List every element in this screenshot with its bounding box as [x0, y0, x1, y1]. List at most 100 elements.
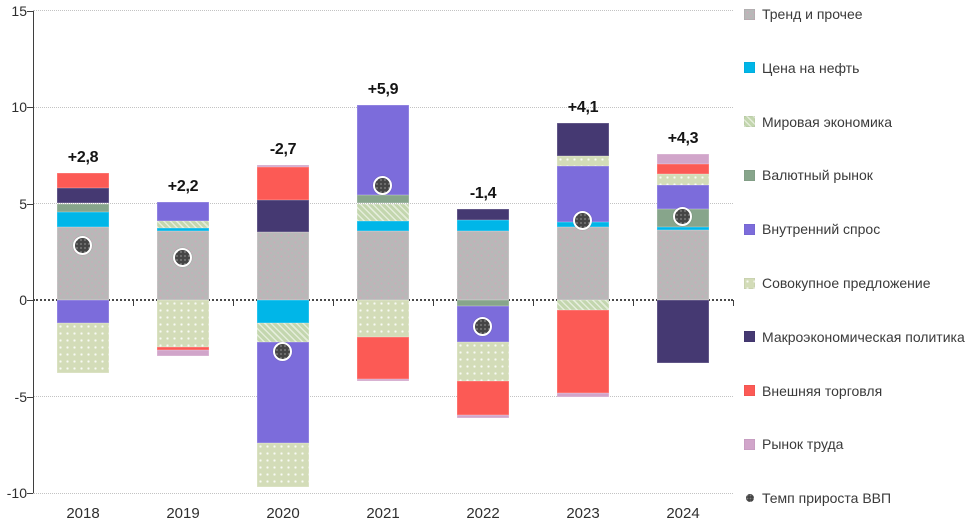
zero-line-category-tick — [533, 300, 534, 306]
bar-segment-trend — [557, 226, 609, 300]
y-axis-tick-mark — [27, 107, 33, 108]
bar-segment-fx — [357, 194, 409, 204]
legend-item-fx: Валютный рынок — [744, 167, 873, 183]
oil-color-swatch — [744, 62, 755, 74]
y-axis-tick-label: 10 — [11, 99, 27, 115]
bar-segment-supply — [457, 342, 509, 382]
bar-segment-demand — [57, 300, 109, 324]
bar-segment-trade — [157, 347, 209, 351]
bar-value-label: -1,4 — [469, 185, 497, 203]
bar-value-label: +4,3 — [667, 130, 699, 148]
bar-segment-oil — [657, 226, 709, 230]
bar-segment-macro — [257, 199, 309, 233]
legend-label: Темп прироста ВВП — [762, 490, 892, 507]
gdp-growth-marker — [273, 342, 292, 362]
bar-segment-macro — [557, 123, 609, 157]
bar-segment-labor — [257, 164, 309, 167]
x-axis-category-label: 2018 — [66, 505, 100, 522]
legend-item-demand: Внутренний спрос — [744, 221, 880, 237]
bar-segment-trend — [357, 230, 409, 300]
zero-line-category-tick — [433, 300, 434, 306]
bar-segment-trade — [457, 381, 509, 415]
zero-line-category-tick — [333, 300, 334, 306]
legend-item-macro: Макроэкономическая политика — [744, 329, 965, 345]
legend-item-supply: Совокупное предложение — [744, 275, 930, 291]
legend-item-trade: Внешняя торговля — [744, 383, 882, 399]
gdp-growth-marker — [73, 235, 92, 255]
x-axis-category-label: 2021 — [366, 505, 400, 522]
bar-segment-labor — [557, 392, 609, 398]
bar-segment-oil — [257, 300, 309, 324]
bar-value-label: +2,2 — [167, 177, 199, 195]
bar-segment-fx — [457, 300, 509, 306]
legend-item-gdp: Темп прироста ВВП — [744, 490, 891, 506]
bar-segment-labor — [157, 350, 209, 356]
legend-label: Тренд и прочее — [762, 6, 863, 22]
bar-segment-supply — [357, 300, 409, 337]
bar-segment-trade — [657, 163, 709, 174]
demand-color-swatch — [744, 223, 755, 235]
bar-segment-supply — [657, 173, 709, 186]
bar-segment-labor — [357, 379, 409, 382]
y-axis-tick-mark — [27, 300, 33, 301]
bar-segment-trade — [557, 309, 609, 393]
legend-label: Макроэкономическая политика — [762, 328, 965, 345]
supply-color-swatch — [744, 277, 755, 289]
bar-segment-world — [257, 323, 309, 343]
bar-segment-trade — [357, 336, 409, 380]
gdp-growth-marker — [173, 247, 192, 267]
zero-line-category-tick — [133, 300, 134, 306]
bar-segment-demand — [657, 185, 709, 210]
y-axis-tick-label: -5 — [14, 388, 27, 405]
bar-segment-labor — [657, 154, 709, 164]
legend-label: Внешняя торговля — [762, 382, 883, 399]
bar-segment-macro — [657, 300, 709, 363]
gdp-growth-marker — [673, 207, 692, 226]
x-axis-category-label: 2019 — [166, 505, 200, 522]
legend-item-world: Мировая экономика — [744, 114, 892, 130]
world-color-swatch — [744, 116, 755, 128]
legend-item-trend: Тренд и прочее — [744, 6, 863, 22]
fx-color-swatch — [744, 169, 755, 181]
bar-segment-macro — [57, 188, 109, 204]
y-axis-tick-mark — [27, 493, 33, 494]
bar-segment-supply — [257, 442, 309, 488]
bar-segment-oil — [457, 219, 509, 232]
bar-segment-supply — [557, 156, 609, 166]
y-axis-tick-label: 15 — [11, 2, 27, 19]
bar-value-label: -2,7 — [269, 140, 297, 158]
y-axis-tick-label: -10 — [6, 485, 27, 501]
legend-label: Рынок труда — [762, 436, 844, 453]
zero-line-category-tick — [633, 300, 634, 306]
bar-value-label: +5,9 — [367, 81, 399, 99]
gdp-growth-marker — [473, 317, 492, 337]
bar-segment-world — [157, 220, 209, 228]
legend-label: Мировая экономика — [762, 113, 892, 130]
zero-line-category-tick — [733, 300, 734, 306]
bar-segment-macro — [457, 209, 509, 220]
legend-label: Цена на нефть — [762, 59, 860, 76]
gdp-marker-legend-icon — [746, 494, 754, 503]
legend-item-labor: Рынок труда — [744, 436, 843, 452]
bar-value-label: +2,8 — [67, 148, 99, 166]
bar-segment-oil — [57, 212, 109, 227]
bar-segment-trend — [457, 231, 509, 300]
bar-segment-world — [557, 300, 609, 310]
bar-segment-demand — [157, 201, 209, 221]
zero-line-category-tick — [233, 300, 234, 306]
bar-value-label: +4,1 — [567, 99, 599, 117]
bar-segment-oil — [357, 220, 409, 231]
trend-color-swatch — [744, 8, 755, 20]
x-axis-category-label: 2023 — [566, 505, 600, 522]
y-axis-line — [33, 10, 34, 493]
legend-label: Совокупное предложение — [762, 275, 931, 291]
trade-color-swatch — [744, 385, 755, 397]
bar-segment-supply — [57, 323, 109, 374]
y-axis-tick-mark — [27, 10, 33, 12]
legend-label: Валютный рынок — [762, 167, 873, 184]
bar-segment-oil — [157, 227, 209, 231]
bar-segment-trend — [657, 229, 709, 300]
bar-segment-trade — [257, 166, 309, 200]
x-axis-category-label: 2024 — [666, 505, 700, 522]
